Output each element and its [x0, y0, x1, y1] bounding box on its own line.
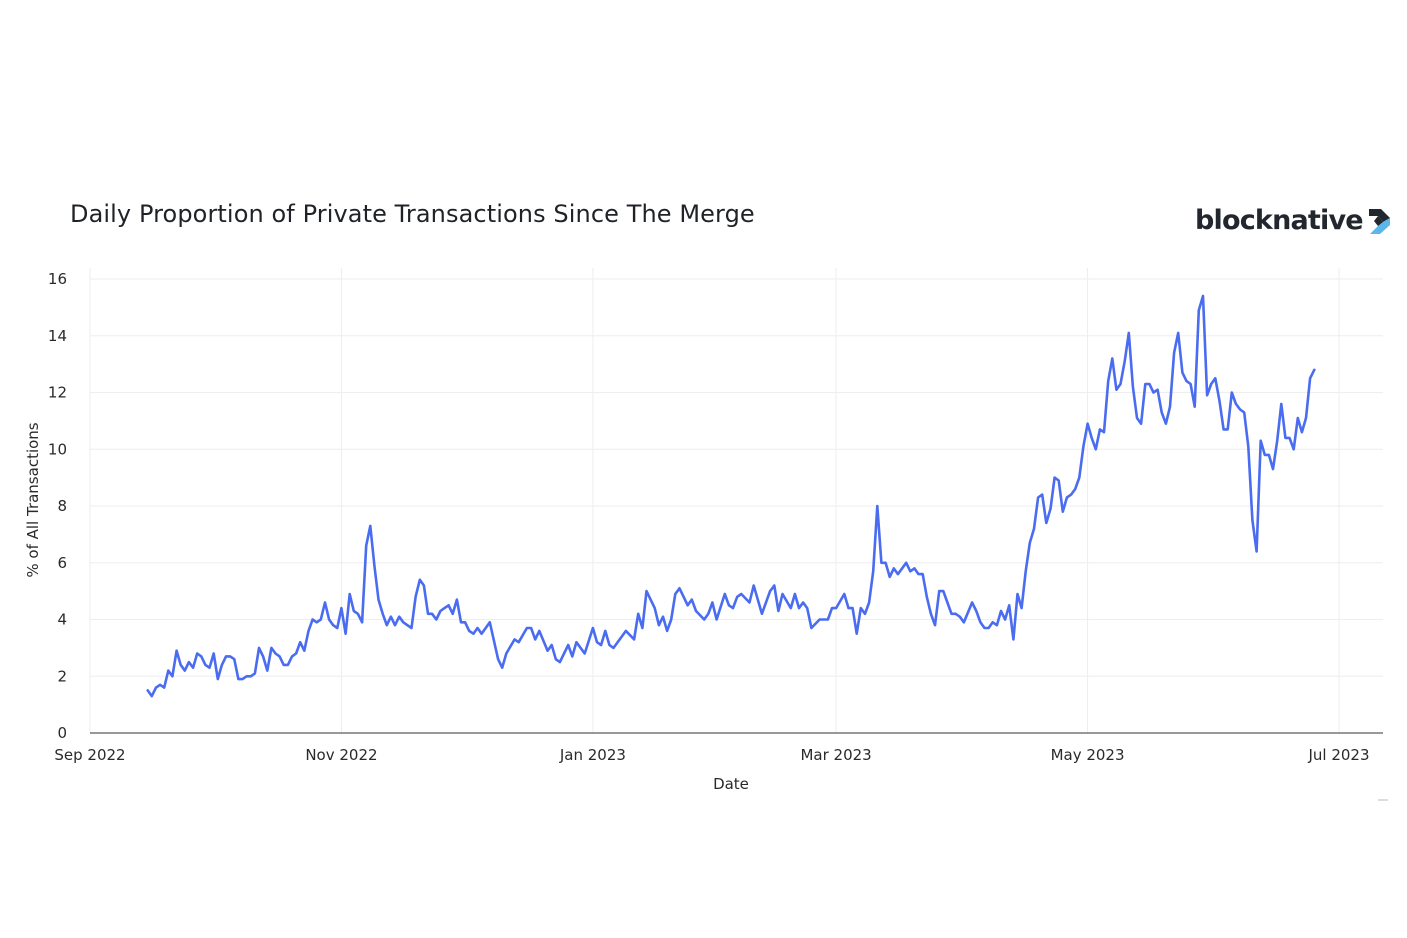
x-tick-label: May 2023: [1051, 746, 1125, 764]
logo-text: blocknative: [1195, 205, 1364, 236]
y-tick-label: 16: [48, 270, 67, 288]
y-tick-label: 10: [48, 440, 67, 458]
y-axis-label: % of All Transactions: [24, 422, 42, 577]
x-tick-label: Jul 2023: [1307, 746, 1369, 764]
blocknative-logo-icon: [1368, 208, 1390, 234]
x-tick-label: Jan 2023: [559, 746, 626, 764]
y-tick-label: 2: [57, 667, 67, 685]
x-axis-label: Date: [713, 775, 749, 793]
x-tick-label: Sep 2022: [54, 746, 125, 764]
x-axis-ticks: Sep 2022 Nov 2022 Jan 2023 Mar 2023 May 2023…: [54, 746, 1369, 764]
blocknative-logo: blocknative: [1195, 205, 1392, 236]
y-tick-label: 8: [57, 497, 67, 515]
y-tick-label: 6: [57, 554, 67, 572]
grid: [89, 268, 1383, 733]
y-tick-label: 0: [57, 724, 67, 742]
y-tick-label: 4: [57, 611, 67, 629]
series-line: [146, 294, 1316, 698]
y-tick-label: 12: [48, 384, 67, 402]
y-tick-label: 14: [48, 327, 67, 345]
x-tick-label: Mar 2023: [800, 746, 871, 764]
y-axis-ticks: 0 2 4 6 8 10 12 14 16: [48, 270, 67, 742]
chart-title: Daily Proportion of Private Transactions…: [70, 200, 755, 228]
data-points: [148, 296, 1315, 696]
x-tick-label: Nov 2022: [305, 746, 377, 764]
